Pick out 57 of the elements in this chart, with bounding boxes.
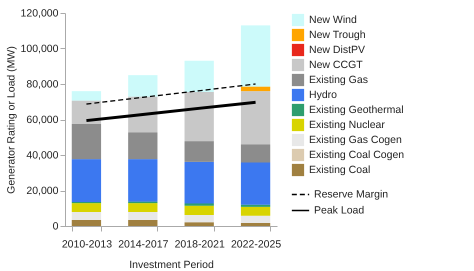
- bar: [72, 220, 102, 226]
- bar: [240, 206, 270, 216]
- legend-label: Existing Nuclear: [309, 119, 386, 131]
- bar: [72, 212, 102, 220]
- y-tick-label: 40,000: [26, 150, 59, 162]
- line-series: [86, 83, 256, 105]
- y-tick-label: 80,000: [26, 78, 59, 90]
- bar: [184, 203, 214, 206]
- legend-label: Existing Gas Cogen: [309, 134, 402, 146]
- legend-label: New DistPV: [309, 44, 366, 56]
- bar: [184, 222, 214, 226]
- y-tick-label: 0: [52, 220, 59, 232]
- y-tick-label: 120,000: [20, 8, 59, 20]
- bar: [72, 203, 102, 212]
- legend-label: Reserve Margin: [314, 188, 388, 200]
- y-tick-label: 100,000: [20, 43, 59, 55]
- legend-label: Existing Coal Cogen: [309, 149, 404, 161]
- legend-label: Existing Gas: [309, 74, 368, 86]
- bar: [128, 132, 158, 160]
- bar: [72, 91, 102, 101]
- bar: [128, 203, 158, 212]
- legend-label: New Wind: [309, 14, 358, 26]
- x-axis-title: Investment Period: [129, 259, 214, 271]
- bar: [240, 144, 270, 162]
- x-tick-label: 2010-2013: [62, 238, 112, 250]
- bar: [184, 92, 214, 142]
- legend-label: Existing Coal: [309, 164, 370, 176]
- y-tick-label: 20,000: [26, 185, 59, 197]
- legend-label: Hydro: [309, 89, 338, 101]
- bar: [128, 75, 158, 97]
- x-tick-label: 2014-2017: [118, 238, 169, 250]
- bar: [184, 162, 214, 204]
- legend-label: New Trough: [309, 29, 366, 41]
- bar: [240, 86, 270, 92]
- legend-label: New CCGT: [309, 59, 364, 71]
- bar: [240, 25, 270, 87]
- bar: [128, 220, 158, 226]
- bar: [72, 100, 102, 124]
- bar: [184, 141, 214, 162]
- bar: [240, 216, 270, 223]
- y-tick-label: 60,000: [26, 114, 59, 126]
- bar: [72, 159, 102, 202]
- bar: [128, 159, 158, 202]
- bar: [184, 60, 214, 92]
- y-axis-title: Generator Rating or Load (MW): [6, 46, 18, 194]
- x-tick-label: 2018-2021: [174, 238, 225, 250]
- line-series: [84, 100, 258, 122]
- x-tick-label: 2022-2025: [230, 238, 282, 250]
- bar: [240, 91, 270, 145]
- bar: [128, 212, 158, 220]
- bar: [72, 124, 102, 160]
- bar: [240, 162, 270, 205]
- bar: [184, 214, 214, 222]
- bar: [184, 206, 214, 215]
- bar: [240, 222, 270, 226]
- legend-label: Peak Load: [314, 204, 364, 216]
- legend-label: Existing Geothermal: [309, 104, 404, 116]
